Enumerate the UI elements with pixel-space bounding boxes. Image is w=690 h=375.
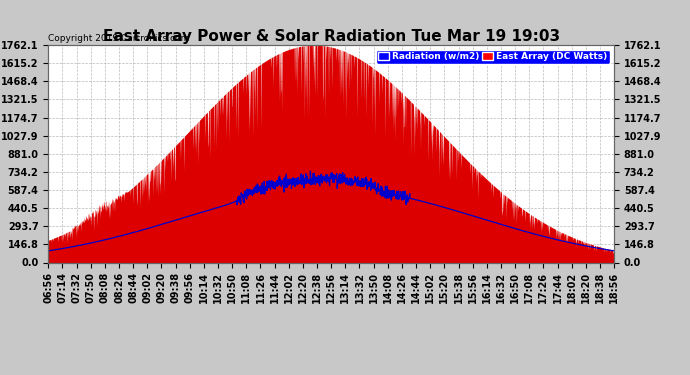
Title: East Array Power & Solar Radiation Tue Mar 19 19:03: East Array Power & Solar Radiation Tue M… [103, 29, 560, 44]
Legend: Radiation (w/m2), East Array (DC Watts): Radiation (w/m2), East Array (DC Watts) [376, 50, 609, 64]
Text: Copyright 2019 Cartronics.com: Copyright 2019 Cartronics.com [48, 34, 190, 43]
